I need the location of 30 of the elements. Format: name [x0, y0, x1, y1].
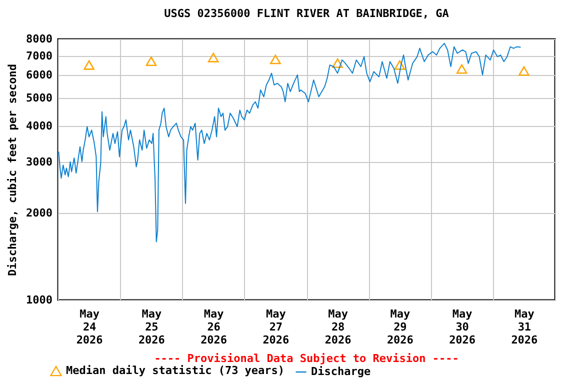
x-tick-label: May 29 2026	[386, 308, 414, 346]
y-tick-label: 2000	[26, 206, 52, 220]
point	[332, 58, 343, 68]
point	[208, 52, 219, 62]
y-tick-label: 7000	[26, 49, 52, 62]
y-tick-label: 1000	[26, 294, 52, 306]
line-series	[58, 42, 522, 242]
x-tick-label: May 24 2026	[76, 308, 104, 346]
y-tick-label: 6000	[26, 68, 52, 82]
legend-label: Median daily statistic (73 years)	[66, 364, 285, 378]
point	[394, 60, 406, 70]
y-tick-label: 3000	[26, 156, 52, 169]
y-tick-label: 8000	[26, 32, 52, 46]
point	[456, 64, 468, 74]
y-axis-title: Discharge, cubic feet per second	[6, 64, 20, 276]
x-tick-label: May 27 2026	[262, 308, 290, 346]
y-tick-label: 5000	[26, 91, 52, 104]
x-tick-label: May 25 2026	[138, 308, 166, 346]
point	[146, 56, 157, 66]
x-tick-label: May 26 2026	[200, 308, 228, 346]
legend-label: Discharge	[311, 365, 371, 378]
point	[84, 60, 94, 70]
chart-title: USGS 02356000 FLINT RIVER AT BAINBRIDGE, GA	[164, 7, 450, 20]
x-tick-label: May 30 2026	[449, 308, 476, 346]
point	[518, 66, 530, 76]
point	[270, 54, 281, 64]
x-tick-label: May 28 2026	[324, 308, 352, 346]
x-tick-label: May 31 2026	[511, 308, 538, 346]
text: ---- Provisional Data Subject to Revision ----	[154, 352, 459, 365]
y-tick-label: 4000	[26, 120, 52, 132]
